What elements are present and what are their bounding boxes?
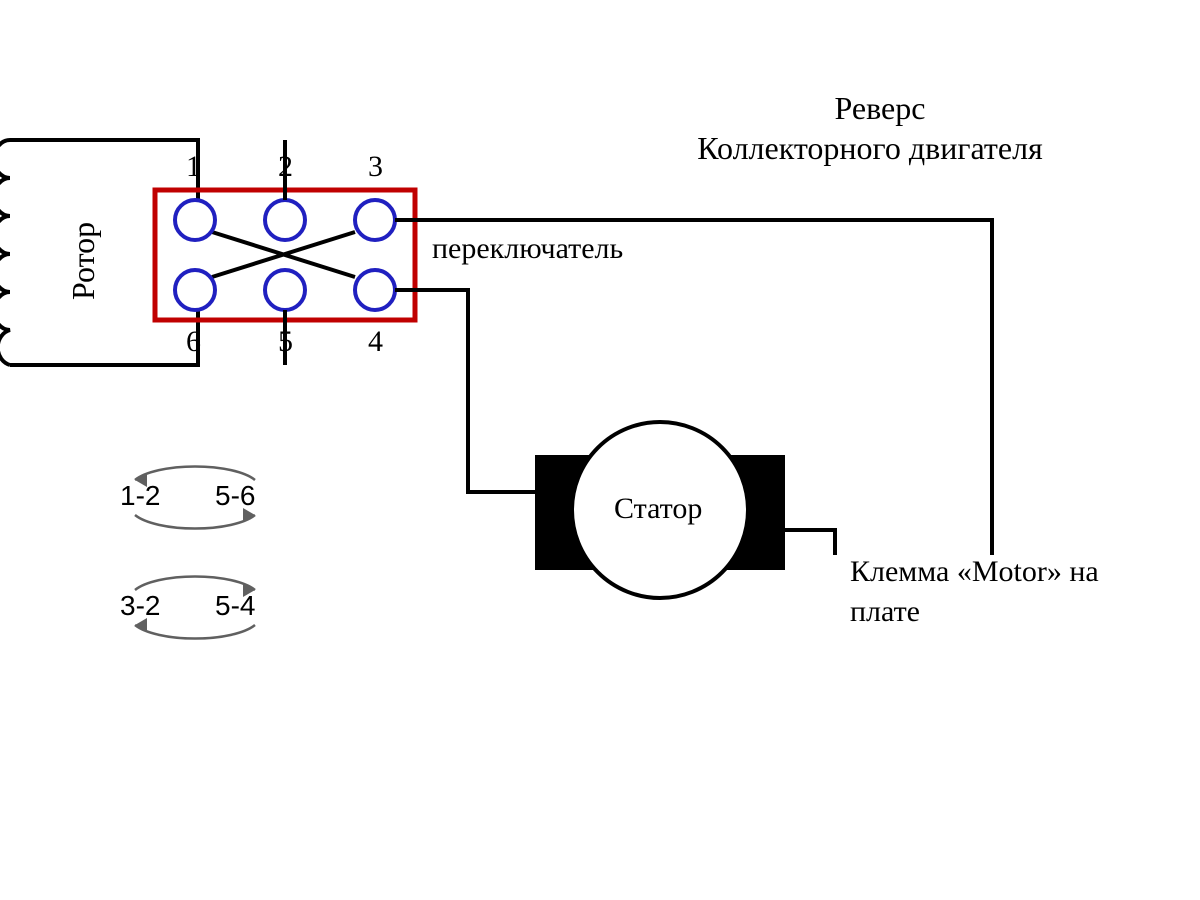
title-line1: Реверс: [600, 90, 1160, 127]
state1-right: 5-6: [215, 480, 255, 512]
stator-label: Статор: [614, 492, 702, 526]
terminal-label-1: Клемма «Motor» на: [850, 555, 1099, 589]
pin-4-label: 4: [368, 325, 383, 359]
pin-3-label: 3: [368, 150, 383, 184]
title-line2: Коллекторного двигателя: [560, 130, 1180, 167]
pin-5-label: 5: [278, 325, 293, 359]
state1-left: 1-2: [120, 480, 160, 512]
state2-left: 3-2: [120, 590, 160, 622]
rotor-label: Ротор: [65, 222, 102, 300]
pin-6-label: 6: [186, 325, 201, 359]
switch-label: переключатель: [432, 232, 623, 266]
state2-right: 5-4: [215, 590, 255, 622]
terminal-label-2: плате: [850, 595, 920, 629]
pin-2-label: 2: [278, 150, 293, 184]
wire-stator-to-motor: [780, 530, 835, 555]
pin-1-label: 1: [186, 150, 201, 184]
